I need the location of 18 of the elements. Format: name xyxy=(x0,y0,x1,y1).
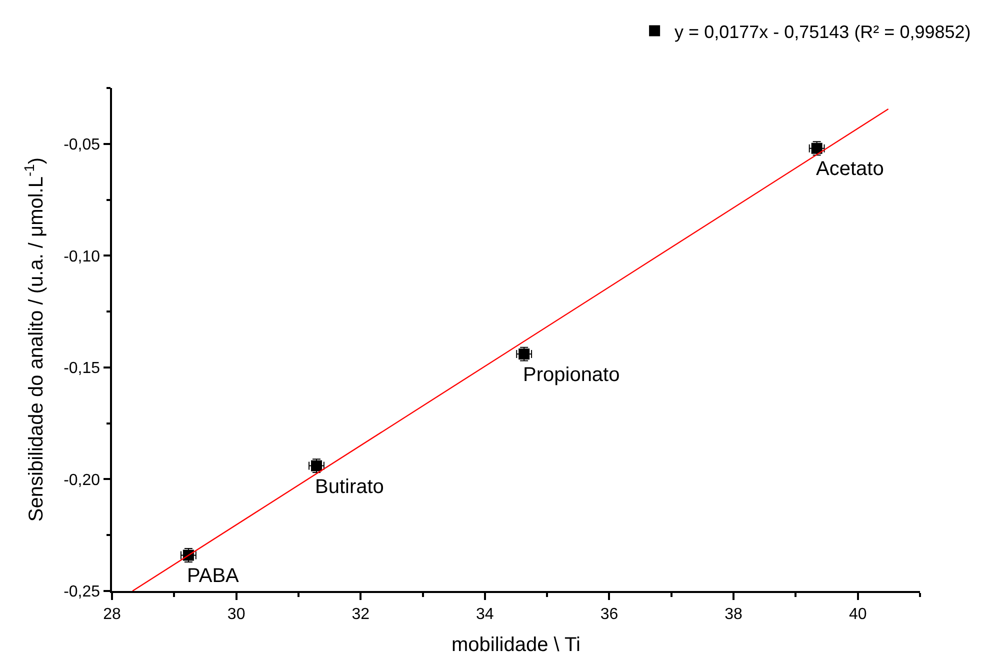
x-tick-label: 30 xyxy=(227,606,246,623)
x-tick-label: 36 xyxy=(600,606,618,623)
x-tick-label: 40 xyxy=(848,606,867,623)
x-tick-label: 28 xyxy=(103,606,121,623)
annotation: PABA xyxy=(187,565,240,587)
x-axis-title: mobilidade \ Ti xyxy=(452,634,580,656)
y-tick-label: -0,25 xyxy=(64,584,100,601)
annotation: Butirato xyxy=(315,476,384,498)
legend-label: y = 0,0177x - 0,75143 (R² = 0,99852) xyxy=(674,22,971,42)
y-tick-label: -0,05 xyxy=(64,136,100,154)
y-tick-label: -0,10 xyxy=(64,248,100,266)
annotation: Propionato xyxy=(523,364,620,386)
x-tick-label: 34 xyxy=(476,606,494,623)
x-tick-label: 32 xyxy=(352,606,370,623)
y-tick-label: -0,20 xyxy=(64,472,100,489)
x-tick-label: 38 xyxy=(724,606,743,623)
y-tick-label: -0,15 xyxy=(64,360,100,378)
annotation: Acetato xyxy=(816,158,884,180)
